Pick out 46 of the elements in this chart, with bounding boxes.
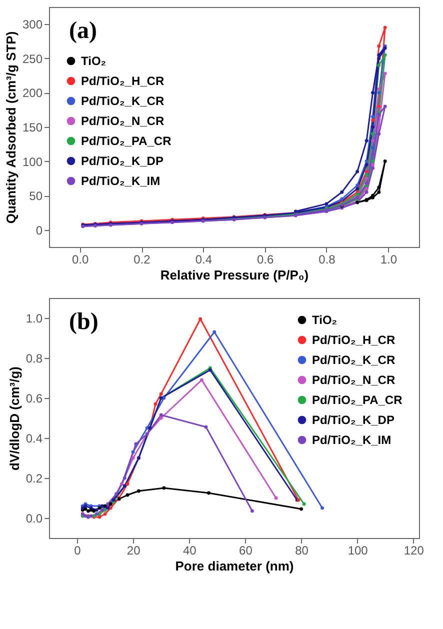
legend-label: Pd/TiO₂_PA_CR: [81, 134, 172, 148]
annotation: (b): [69, 309, 98, 335]
x-tick-label: 0: [74, 544, 82, 558]
x-tick-label: 0.2: [134, 252, 151, 266]
y-axis-title: dV/dlogD (cm³/g): [6, 366, 22, 470]
y-tick-label: 1.0: [26, 312, 43, 326]
annotation: (a): [69, 18, 97, 44]
y-tick-label: 0.0: [26, 512, 43, 526]
y-tick-label: 200: [22, 86, 43, 100]
legend-label: Pd/TiO₂_N_CR: [312, 373, 396, 387]
x-tick-label: 0.8: [318, 252, 336, 266]
y-tick-label: 0.2: [26, 472, 43, 486]
legend-label: Pd/TiO₂_K_IM: [312, 433, 392, 447]
y-tick-label: 0.4: [26, 432, 43, 446]
y-tick-label: 0.6: [26, 392, 43, 406]
legend-label: Pd/TiO₂_N_CR: [81, 114, 164, 128]
legend-label: TiO₂: [312, 313, 338, 327]
legend-label: Pd/TiO₂_PA_CR: [312, 393, 403, 407]
x-tick-label: 100: [348, 544, 368, 558]
x-tick-label: 0.0: [72, 252, 89, 266]
x-tick-label: 20: [126, 544, 141, 558]
legend-label: Pd/TiO₂_K_IM: [81, 174, 160, 188]
x-axis-title: Pore diameter (nm): [175, 558, 294, 574]
y-tick-label: 100: [22, 154, 43, 169]
x-tick-label: 0.4: [195, 252, 212, 266]
legend-label: TiO₂: [81, 54, 106, 68]
y-tick-label: 250: [22, 52, 43, 66]
y-axis-title: Quantity Adsorbed (cm³/g STP): [3, 31, 18, 224]
x-tick-label: 60: [239, 544, 253, 558]
x-tick-label: 0.6: [256, 252, 274, 266]
legend-label: Pd/TiO₂_K_CR: [312, 353, 396, 367]
legend-label: Pd/TiO₂_H_CR: [312, 333, 396, 347]
legend-label: Pd/TiO₂_K_DP: [312, 413, 394, 427]
x-tick-label: 40: [182, 544, 197, 558]
legend-label: Pd/TiO₂_H_CR: [81, 74, 164, 88]
x-axis-title: Relative Pressure (P/P₀): [160, 268, 309, 282]
legend-label: Pd/TiO₂_K_DP: [81, 154, 164, 168]
y-tick-label: 150: [22, 120, 43, 134]
x-tick-label: 80: [295, 544, 309, 558]
legend-label: Pd/TiO₂_K_CR: [81, 94, 164, 108]
x-tick-label: 1.0: [380, 252, 398, 266]
x-tick-label: 120: [404, 544, 424, 558]
y-tick-label: 0: [36, 223, 43, 238]
y-tick-label: 0.8: [26, 352, 43, 366]
y-tick-label: 50: [29, 189, 43, 204]
y-tick-label: 300: [22, 18, 43, 32]
